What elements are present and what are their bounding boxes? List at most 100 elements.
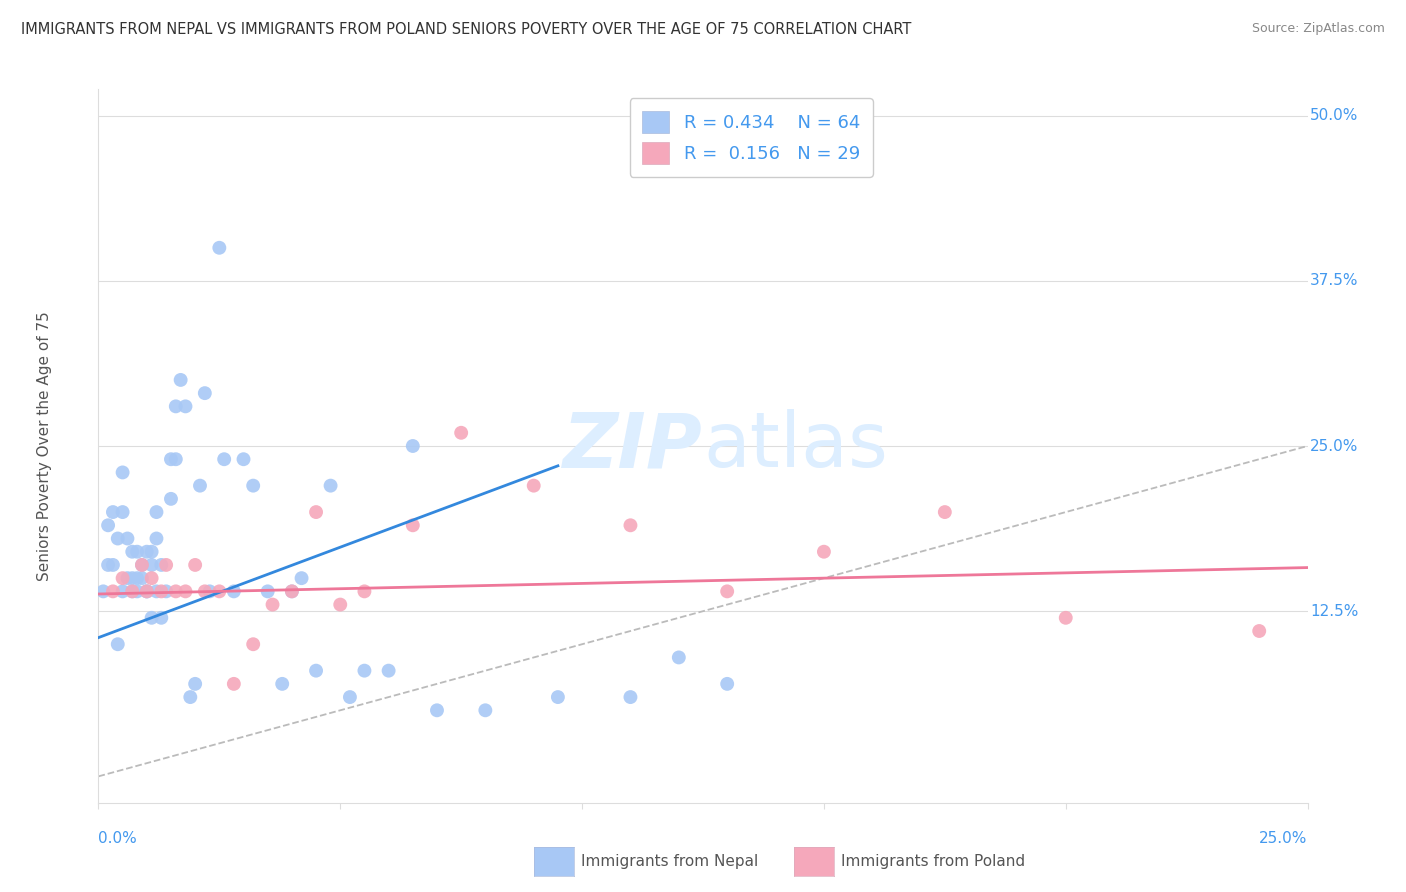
Point xyxy=(232,452,254,467)
Point xyxy=(127,584,149,599)
Point xyxy=(426,703,449,717)
Point xyxy=(101,584,124,599)
Point xyxy=(188,478,211,492)
Point xyxy=(319,478,342,492)
Text: 25.0%: 25.0% xyxy=(1310,439,1358,453)
Point xyxy=(111,505,134,519)
Point xyxy=(716,677,738,691)
Point xyxy=(547,690,569,704)
Point xyxy=(271,677,294,691)
Point xyxy=(353,664,375,678)
Text: Source: ZipAtlas.com: Source: ZipAtlas.com xyxy=(1251,22,1385,36)
Point xyxy=(165,584,187,599)
Point xyxy=(281,584,304,599)
Point xyxy=(145,532,167,546)
Point xyxy=(523,478,546,492)
Point xyxy=(353,584,375,599)
Text: 25.0%: 25.0% xyxy=(1260,831,1308,847)
Point xyxy=(194,584,217,599)
Point xyxy=(121,571,143,585)
Point xyxy=(619,518,641,533)
Legend: R = 0.434    N = 64, R =  0.156   N = 29: R = 0.434 N = 64, R = 0.156 N = 29 xyxy=(630,98,873,177)
Point xyxy=(111,584,134,599)
Point xyxy=(474,703,496,717)
Point xyxy=(121,545,143,559)
Point xyxy=(165,400,187,414)
Point xyxy=(813,545,835,559)
Point xyxy=(1249,624,1271,638)
Text: IMMIGRANTS FROM NEPAL VS IMMIGRANTS FROM POLAND SENIORS POVERTY OVER THE AGE OF : IMMIGRANTS FROM NEPAL VS IMMIGRANTS FROM… xyxy=(21,22,911,37)
Point xyxy=(135,584,157,599)
Point xyxy=(101,558,124,572)
Point xyxy=(117,532,139,546)
Point xyxy=(194,386,217,401)
Text: Immigrants from Nepal: Immigrants from Nepal xyxy=(581,855,758,869)
Point xyxy=(184,558,207,572)
Point xyxy=(290,571,312,585)
Point xyxy=(97,518,120,533)
Text: atlas: atlas xyxy=(703,409,887,483)
Point xyxy=(402,518,425,533)
Text: 50.0%: 50.0% xyxy=(1310,108,1358,123)
Point xyxy=(174,400,197,414)
Point xyxy=(222,677,245,691)
Text: 37.5%: 37.5% xyxy=(1310,273,1358,288)
Point xyxy=(145,505,167,519)
Point xyxy=(111,571,134,585)
Point xyxy=(135,584,157,599)
Point xyxy=(160,452,183,467)
Point xyxy=(91,584,114,599)
Point xyxy=(127,571,149,585)
Point xyxy=(97,558,120,572)
Point xyxy=(668,650,690,665)
Point xyxy=(155,558,177,572)
Point xyxy=(131,558,153,572)
Point xyxy=(174,584,197,599)
Point xyxy=(402,439,425,453)
Point xyxy=(160,491,183,506)
Point xyxy=(150,584,173,599)
Point xyxy=(184,677,207,691)
Point xyxy=(101,505,124,519)
Point xyxy=(169,373,191,387)
Point xyxy=(141,611,163,625)
Point xyxy=(117,571,139,585)
Point xyxy=(150,611,173,625)
Point xyxy=(256,584,278,599)
Point xyxy=(121,584,143,599)
Text: 12.5%: 12.5% xyxy=(1310,604,1358,619)
Point xyxy=(165,452,187,467)
Point xyxy=(107,637,129,651)
Point xyxy=(141,571,163,585)
Point xyxy=(450,425,472,440)
Point xyxy=(329,598,352,612)
Point xyxy=(208,241,231,255)
Point xyxy=(1054,611,1077,625)
Point xyxy=(339,690,361,704)
Point xyxy=(150,558,173,572)
Point xyxy=(127,545,149,559)
Point xyxy=(222,584,245,599)
Point xyxy=(135,584,157,599)
Text: ZIP: ZIP xyxy=(564,409,703,483)
Point xyxy=(716,584,738,599)
Point xyxy=(131,558,153,572)
Point xyxy=(305,664,328,678)
Point xyxy=(141,545,163,559)
Point xyxy=(242,478,264,492)
Point xyxy=(281,584,304,599)
Point xyxy=(934,505,956,519)
Point xyxy=(145,584,167,599)
Point xyxy=(619,690,641,704)
Point xyxy=(135,545,157,559)
Point xyxy=(107,532,129,546)
Point xyxy=(208,584,231,599)
Point xyxy=(212,452,235,467)
Point xyxy=(121,584,143,599)
Point xyxy=(131,571,153,585)
Point xyxy=(305,505,328,519)
Text: Seniors Poverty Over the Age of 75: Seniors Poverty Over the Age of 75 xyxy=(37,311,52,581)
Point xyxy=(155,584,177,599)
Point xyxy=(111,466,134,480)
Text: Immigrants from Poland: Immigrants from Poland xyxy=(841,855,1025,869)
